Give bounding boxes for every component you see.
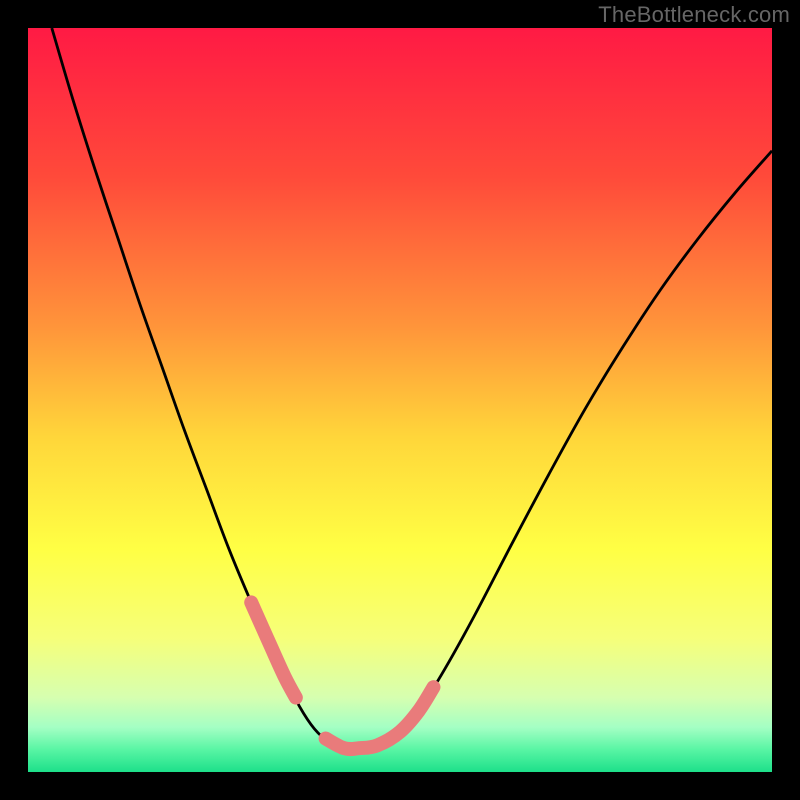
plot-background <box>28 28 772 772</box>
watermark-label: TheBottleneck.com <box>598 2 790 28</box>
bottleneck-curve-chart <box>0 0 800 800</box>
